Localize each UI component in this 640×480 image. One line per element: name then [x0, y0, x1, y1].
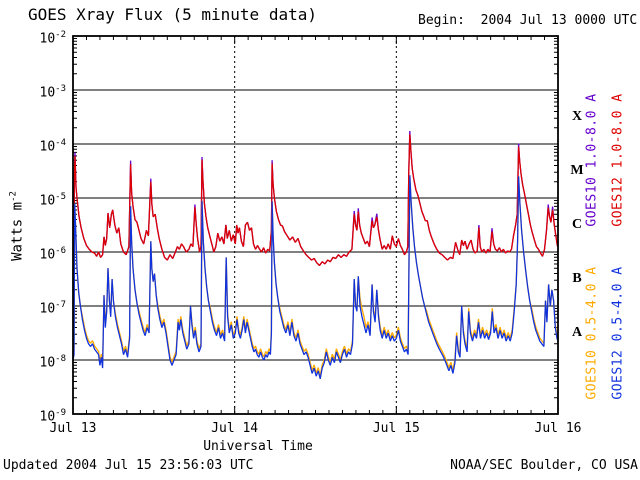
- series-goes12-long: [72, 134, 559, 272]
- x-tick-label: Jul 15: [372, 421, 420, 436]
- begin-timestamp: Begin: 2004 Jul 13 0000 UTC: [418, 13, 638, 28]
- series-goes12-short: [72, 175, 559, 380]
- legend-label-goes12-0-5-4-0-a: GOES12 0.5-4.0 A: [610, 266, 626, 400]
- series-goes10-short: [72, 175, 559, 376]
- source-credit: NOAA/SEC Boulder, CO USA: [450, 458, 638, 473]
- flare-class-label: A: [571, 325, 583, 340]
- plot-frame: [72, 35, 559, 415]
- legend-label-goes10-0-5-4-0-a: GOES10 0.5-4.0 A: [584, 266, 600, 400]
- legend-label-goes10-1-0-8-0-a: GOES10 1.0-8.0 A: [584, 93, 600, 227]
- plot-svg: [72, 35, 559, 415]
- y-tick-label: 10-9: [39, 408, 67, 425]
- y-tick-label: 10-5: [39, 192, 67, 209]
- series-goes10-long: [72, 130, 559, 272]
- legend-label-goes12-1-0-8-0-a: GOES12 1.0-8.0 A: [610, 93, 626, 227]
- updated-timestamp: Updated 2004 Jul 15 23:56:03 UTC: [3, 458, 254, 473]
- y-tick-label: 10-2: [39, 30, 67, 47]
- y-tick-label: 10-8: [39, 354, 67, 371]
- y-tick-label: 10-3: [39, 84, 67, 101]
- x-tick-label: Jul 16: [534, 421, 582, 436]
- flare-class-label: X: [571, 109, 583, 124]
- x-axis-label: Universal Time: [203, 439, 313, 454]
- chart-title: GOES Xray Flux (5 minute data): [28, 5, 317, 24]
- y-tick-label: 10-6: [39, 246, 67, 263]
- flare-class-label: M: [570, 163, 584, 178]
- y-tick-label: 10-7: [39, 300, 67, 317]
- flare-class-label: C: [571, 217, 583, 232]
- y-axis-unit-exponent: -2: [8, 191, 19, 202]
- x-tick-label: Jul 14: [211, 421, 259, 436]
- flare-class-label: B: [572, 271, 582, 286]
- x-tick-label: Jul 13: [49, 421, 97, 436]
- y-tick-label: 10-4: [39, 138, 67, 155]
